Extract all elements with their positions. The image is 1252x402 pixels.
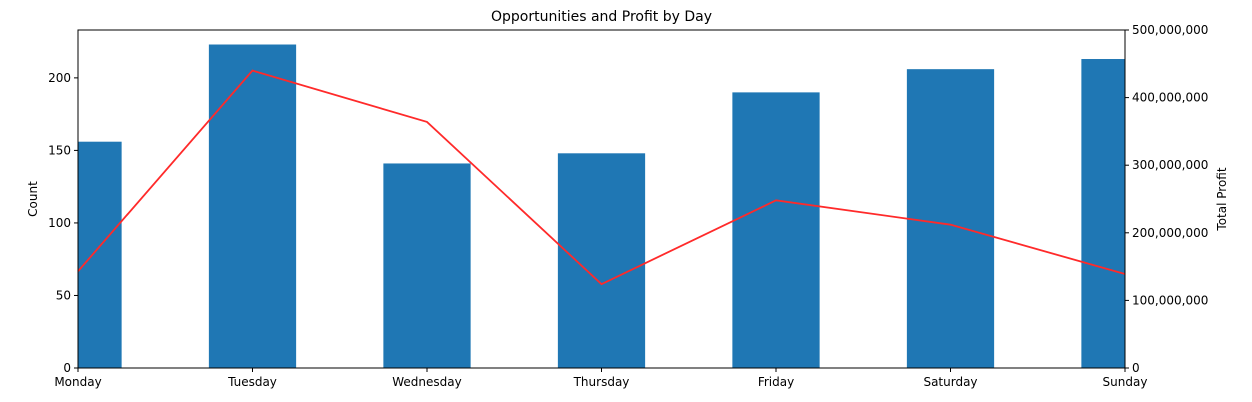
bar-sunday [1081, 59, 1125, 368]
y-right-tick-label: 500,000,000 [1132, 23, 1208, 37]
x-tick-label: Wednesday [392, 375, 461, 389]
x-tick-label: Thursday [573, 375, 630, 389]
x-tick-label: Monday [54, 375, 101, 389]
bar-series [78, 44, 1125, 368]
y-left-tick-label: 50 [56, 288, 71, 302]
chart-title: Opportunities and Profit by Day [491, 9, 712, 25]
y-right-tick-label: 0 [1132, 361, 1140, 375]
x-tick-label: Tuesday [227, 375, 277, 389]
y-axis-left-ticks: 0 50 100 150 200 [48, 71, 78, 375]
y-axis-right-ticks: 0 100,000,000 200,000,000 300,000,000 400,00… [1125, 23, 1208, 375]
y-left-tick-label: 150 [48, 143, 71, 157]
bar-saturday [906, 69, 995, 368]
x-axis-ticks: Monday Tuesday Wednesday Thursday Friday Satu… [54, 368, 1147, 389]
bar-tuesday [208, 44, 297, 368]
bar-wednesday [383, 163, 471, 368]
y-left-tick-label: 200 [48, 71, 71, 85]
y-axis-right-label: Total Profit [1215, 167, 1229, 231]
x-tick-label: Saturday [923, 375, 977, 389]
y-right-tick-label: 400,000,000 [1132, 91, 1208, 105]
y-right-tick-label: 300,000,000 [1132, 158, 1208, 172]
y-right-tick-label: 200,000,000 [1132, 226, 1208, 240]
y-axis-left-label: Count [26, 181, 40, 217]
y-left-tick-label: 100 [48, 216, 71, 230]
x-tick-label: Sunday [1103, 375, 1148, 389]
y-left-tick-label: 0 [63, 361, 71, 375]
bar-friday [732, 92, 820, 368]
bar-monday [78, 141, 122, 368]
bar-thursday [557, 153, 646, 368]
x-tick-label: Friday [758, 375, 794, 389]
y-right-tick-label: 100,000,000 [1132, 293, 1208, 307]
